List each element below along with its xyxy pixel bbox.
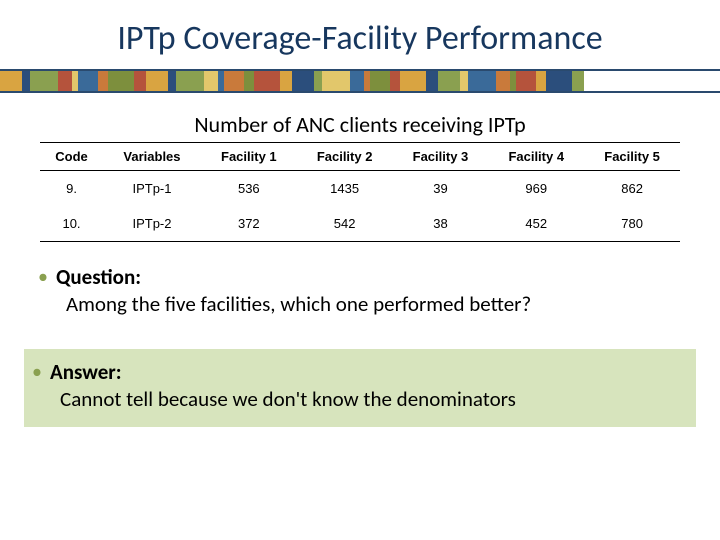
table-cell: 1435	[297, 171, 393, 207]
facility-table: CodeVariablesFacility 1Facility 2Facilit…	[40, 142, 680, 242]
table-header-cell: Facility 3	[393, 143, 489, 171]
answer-block: • Answer: Cannot tell because we don't k…	[24, 349, 696, 428]
table-cell: 780	[584, 206, 680, 242]
table-cell: 38	[393, 206, 489, 242]
table-cell: 9.	[40, 171, 103, 207]
table-cell: 452	[488, 206, 584, 242]
bullet-icon: •	[38, 264, 48, 291]
table-header-cell: Variables	[103, 143, 201, 171]
table-cell: 542	[297, 206, 393, 242]
table-cell: 862	[584, 171, 680, 207]
table-header-cell: Facility 1	[201, 143, 297, 171]
table-header-cell: Facility 5	[584, 143, 680, 171]
table-cell: IPTp-1	[103, 171, 201, 207]
table-cell: IPTp-2	[103, 206, 201, 242]
table-cell: 372	[201, 206, 297, 242]
bullet-icon: •	[32, 359, 42, 386]
slide-title: IPTp Coverage-Facility Performance	[0, 0, 720, 69]
question-label: Question:	[56, 264, 141, 291]
table-cell: 536	[201, 171, 297, 207]
table-row: 10.IPTp-237254238452780	[40, 206, 680, 242]
answer-text: Cannot tell because we don't know the de…	[60, 386, 688, 413]
table-cell: 969	[488, 171, 584, 207]
table-cell: 10.	[40, 206, 103, 242]
question-block: • Question: Among the five facilities, w…	[38, 264, 682, 319]
table-header-cell: Facility 2	[297, 143, 393, 171]
table-header-cell: Code	[40, 143, 103, 171]
decorative-stripe	[0, 69, 720, 93]
table-subtitle: Number of ANC clients receiving IPTp	[0, 111, 720, 138]
table-header-cell: Facility 4	[488, 143, 584, 171]
table-row: 9.IPTp-1536143539969862	[40, 171, 680, 207]
table-cell: 39	[393, 171, 489, 207]
question-text: Among the five facilities, which one per…	[66, 291, 682, 318]
answer-label: Answer:	[50, 359, 122, 386]
